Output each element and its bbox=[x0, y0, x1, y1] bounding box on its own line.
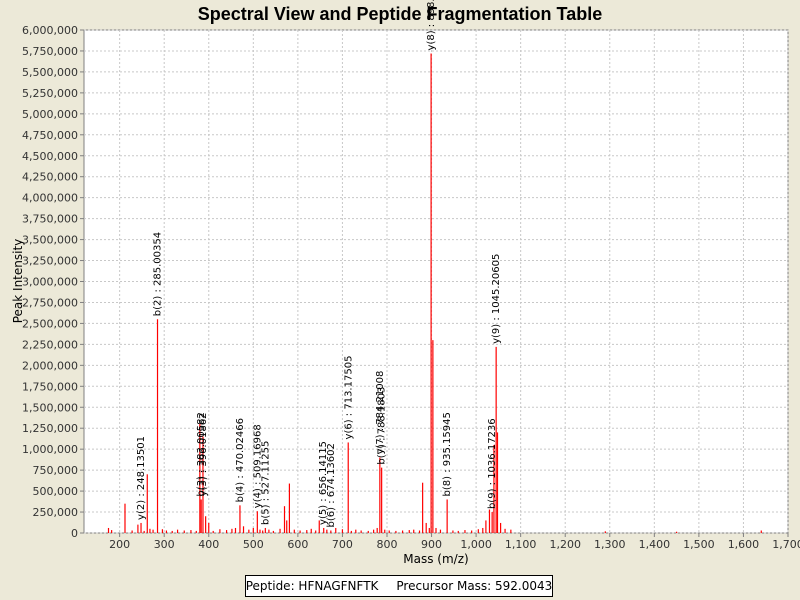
y-tick-label: 1,500,000 bbox=[22, 401, 78, 414]
peak-annotation: y(5) : 656.14115 bbox=[318, 441, 329, 525]
peak-annotation: y(4) : 509.16968 bbox=[252, 424, 263, 508]
y-tick-label: 5,250,000 bbox=[22, 87, 78, 100]
x-tick-label: 1,100 bbox=[505, 538, 537, 551]
y-tick-label: 3,250,000 bbox=[22, 255, 78, 268]
y-tick-label: 6,000,000 bbox=[22, 24, 78, 37]
x-tick-label: 900 bbox=[421, 538, 442, 551]
axes: 0 250,000 500,000 750,000 1,000,000 1,250,000… bbox=[22, 24, 800, 551]
peak-annotation: b(6) : 674.13602 bbox=[326, 443, 337, 527]
peptide-info-box: Peptide: HFNAGFNFTK Precursor Mass: 592.… bbox=[245, 575, 553, 597]
x-tick-label: 1,000 bbox=[460, 538, 492, 551]
peak-annotation: b(9) : 1036.17236 bbox=[487, 418, 498, 509]
chart-title: Spectral View and Peptide Fragmentation … bbox=[198, 4, 602, 24]
y-tick-label: 1,000,000 bbox=[22, 443, 78, 456]
y-tick-label: 4,750,000 bbox=[22, 129, 78, 142]
y-tick-label: 5,500,000 bbox=[22, 66, 78, 79]
peaks bbox=[107, 53, 762, 533]
y-axis-label: Peak Intensity bbox=[11, 239, 25, 324]
peak-annotation: y(6) : 713.17505 bbox=[343, 356, 354, 440]
y-tick-label: 250,000 bbox=[33, 506, 79, 519]
x-tick-label: 400 bbox=[198, 538, 219, 551]
peak-annotation: b(4) : 470.02466 bbox=[235, 418, 246, 502]
y-tick-label: 750,000 bbox=[33, 464, 79, 477]
x-tick-label: 500 bbox=[243, 538, 264, 551]
precursor-mass-label: Precursor Mass: 592.0043 bbox=[396, 579, 553, 593]
y-tick-label: 1,750,000 bbox=[22, 380, 78, 393]
y-tick-label: 1,250,000 bbox=[22, 422, 78, 435]
y-tick-label: 3,000,000 bbox=[22, 276, 78, 289]
y-tick-label: 4,250,000 bbox=[22, 171, 78, 184]
peak-annotation: b(3) : 383.00582 bbox=[196, 412, 207, 496]
y-tick-label: 500,000 bbox=[33, 485, 79, 498]
y-tick-label: 5,750,000 bbox=[22, 45, 78, 58]
peak-annotation: b(8) : 935.15945 bbox=[442, 412, 453, 496]
peak-annotation: y(9) : 1045.20605 bbox=[491, 254, 502, 344]
y-tick-label: 2,750,000 bbox=[22, 296, 78, 309]
x-tick-label: 1,500 bbox=[683, 538, 715, 551]
x-tick-label: 700 bbox=[332, 538, 353, 551]
peak-annotation: b(7) : 788.1803 bbox=[377, 387, 388, 465]
x-tick-label: 800 bbox=[376, 538, 397, 551]
y-tick-label: 3,750,000 bbox=[22, 213, 78, 226]
x-tick-label: 1,400 bbox=[639, 538, 671, 551]
x-tick-label: 1,200 bbox=[549, 538, 581, 551]
x-tick-label: 600 bbox=[287, 538, 308, 551]
y-tick-label: 4,000,000 bbox=[22, 192, 78, 205]
x-tick-label: 200 bbox=[109, 538, 130, 551]
y-tick-label: 2,000,000 bbox=[22, 359, 78, 372]
peak-annotation: y(3) : 396.01862 bbox=[198, 413, 209, 497]
y-tick-label: 2,250,000 bbox=[22, 338, 78, 351]
y-tick-label: 0 bbox=[71, 527, 78, 540]
peak-annotation: y(7) : 784.21008 bbox=[375, 371, 386, 455]
y-tick-label: 3,500,000 bbox=[22, 234, 78, 247]
peak-annotations: y(2) : 248.13501 b(2) : 285.00354 b(3) : 3… bbox=[136, 0, 502, 527]
peak-annotation: y(8) : 898.23398 bbox=[426, 0, 437, 50]
x-tick-label: 1,700 bbox=[772, 538, 800, 551]
x-tick-label: 1,600 bbox=[728, 538, 760, 551]
x-axis-label: Mass (m/z) bbox=[403, 552, 468, 566]
x-tick-label: 1,300 bbox=[594, 538, 626, 551]
peak-annotation: b(2) : 285.00354 bbox=[153, 232, 164, 316]
peak-annotation: b(5) : 527.11255 bbox=[260, 441, 271, 525]
peak-annotation: y(2) : 248.13501 bbox=[136, 436, 147, 520]
y-tick-label: 4,500,000 bbox=[22, 150, 78, 163]
x-tick-label: 300 bbox=[154, 538, 175, 551]
y-tick-label: 5,000,000 bbox=[22, 108, 78, 121]
peptide-label: Peptide: HFNAGFNFTK bbox=[245, 579, 379, 593]
y-tick-label: 2,500,000 bbox=[22, 317, 78, 330]
